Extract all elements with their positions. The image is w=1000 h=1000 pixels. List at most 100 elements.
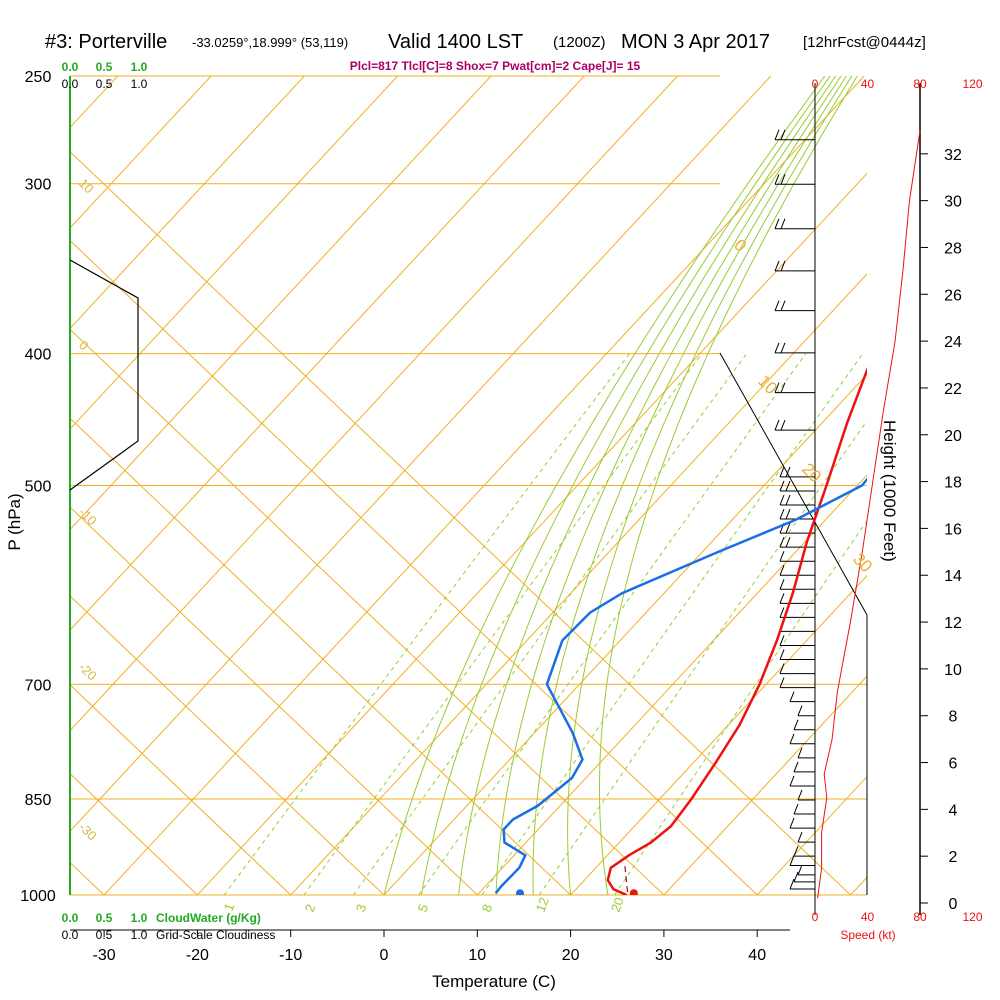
wind-barb-flag xyxy=(779,551,785,562)
temperature-tick-label: 0 xyxy=(380,947,389,964)
wind-barb-flag xyxy=(774,174,780,185)
cloudiness-tick-bottom: 1.0 xyxy=(131,928,148,942)
temperature-axis-title: Temperature (C) xyxy=(432,972,556,991)
cloudiness-tick-top: 0.0 xyxy=(62,77,79,91)
height-tick-label: 6 xyxy=(949,756,958,773)
wind-speed-profile xyxy=(817,130,921,899)
isotherm-line xyxy=(570,574,867,895)
wind-barb-flag xyxy=(793,803,799,815)
isotherm-line xyxy=(850,876,867,895)
wind-barb-flag xyxy=(793,761,799,773)
pressure-tick-label: 500 xyxy=(25,479,52,496)
mixing-ratio-label: 2 xyxy=(302,902,319,914)
adiabat-line xyxy=(70,506,478,895)
height-tick-label: 32 xyxy=(944,147,962,164)
cloudwater-tick-bottom: 0.5 xyxy=(96,911,113,925)
isotherm-label: 10 xyxy=(76,176,97,197)
temperature-tick-label: -10 xyxy=(279,947,302,964)
temperature-tick-label: -20 xyxy=(186,947,209,964)
cloudiness-tick-top: 0.5 xyxy=(96,77,113,91)
wind-barb-flag xyxy=(793,845,799,857)
height-tick-label: 24 xyxy=(944,334,962,351)
mixing-ratio-line xyxy=(303,353,703,895)
pressure-tick-label: 300 xyxy=(25,177,52,194)
speed-tick-label-top: 0 xyxy=(812,77,819,91)
cloudiness-tick-top: 1.0 xyxy=(131,77,148,91)
height-tick-label: 0 xyxy=(949,896,958,913)
mixing-ratio-label: 12 xyxy=(533,895,552,914)
cloudiness-tick-bottom: 0.5 xyxy=(96,928,113,942)
moist-adiabat-line xyxy=(567,76,853,895)
wind-barb-flag xyxy=(780,382,786,393)
moist-adiabat-line xyxy=(599,76,858,895)
wind-barb-flag xyxy=(779,649,785,660)
wind-speed-line xyxy=(817,130,921,899)
pressure-tick-label: 1000 xyxy=(20,888,56,905)
wind-barb-flag xyxy=(779,494,785,506)
cloudiness-line xyxy=(69,259,139,491)
mixing-ratio-line xyxy=(614,519,867,895)
isobar-lines xyxy=(70,75,867,896)
adiabat-line xyxy=(70,684,292,895)
wind-barb-flag xyxy=(780,342,786,354)
wind-barb-flag xyxy=(793,719,799,730)
wind-barb-flag xyxy=(780,129,786,140)
wind-barb-flag xyxy=(789,691,795,702)
surface-dewpoint-dot xyxy=(516,889,524,895)
wind-barb-flag xyxy=(779,565,785,576)
speed-tick-label-top: 80 xyxy=(913,77,927,91)
mixing-ratio-label: 1 xyxy=(221,901,238,913)
cloudiness-profile xyxy=(69,259,139,491)
cloudwater-tick-bottom: 0.0 xyxy=(62,911,79,925)
cloudwater-tick-top: 0.5 xyxy=(96,60,113,74)
temperature-tick-label: 10 xyxy=(468,947,486,964)
isotherm-label: -20 xyxy=(76,660,100,684)
wind-barb-flag xyxy=(780,300,786,311)
wind-barb-flag xyxy=(779,536,785,548)
mixing-ratio-line xyxy=(223,353,630,895)
wind-barb-flag xyxy=(779,607,785,618)
parcel-path-line xyxy=(624,864,629,893)
pressure-tick-label: 700 xyxy=(25,677,52,694)
wind-barb-flag xyxy=(779,677,785,688)
moist-adiabat-line xyxy=(420,76,831,895)
isotherm-label: -10 xyxy=(76,505,100,529)
station-title: #3: Porterville xyxy=(45,31,167,53)
pressure-tick-label: 400 xyxy=(25,347,52,364)
cloudwater-axis-title: CloudWater (g/Kg) xyxy=(156,911,261,925)
panel-boundary-line xyxy=(719,352,868,616)
adiabat-line xyxy=(0,76,11,895)
dewpoint-line xyxy=(494,477,867,894)
height-tick-label: 28 xyxy=(944,240,962,257)
isotherm-line xyxy=(70,76,305,330)
temperature-tick-label: 40 xyxy=(748,947,766,964)
wind-barb-flag xyxy=(789,817,795,829)
height-tick-label: 8 xyxy=(949,709,958,726)
height-tick-label: 12 xyxy=(944,615,962,632)
wind-barb-flag xyxy=(797,789,803,801)
isotherm-line xyxy=(70,76,212,229)
height-tick-label: 16 xyxy=(944,521,962,538)
wind-barb-flag xyxy=(780,419,786,431)
pressure-axis-title: P (hPa) xyxy=(5,493,24,550)
temperature-line xyxy=(606,366,867,895)
speed-tick-label-top: 120 xyxy=(962,77,982,91)
pressure-tick-label: 250 xyxy=(25,69,52,86)
wind-barb-flag xyxy=(779,480,785,492)
cloudwater-tick-top: 1.0 xyxy=(131,60,148,74)
speed-axis-title: Speed (kt) xyxy=(840,928,895,942)
surface-temperature-dot xyxy=(629,889,638,895)
adiabat-line xyxy=(70,595,385,895)
wind-barb-flag xyxy=(774,300,780,311)
wind-barb-flag xyxy=(779,593,785,604)
wind-barb-flag xyxy=(789,775,795,787)
isotherm-line xyxy=(663,675,867,895)
height-tick-label: 4 xyxy=(949,802,958,819)
wind-barb-flag xyxy=(774,419,780,431)
wind-barb-flag xyxy=(797,705,803,716)
cloudwater-tick-bottom: 1.0 xyxy=(131,911,148,925)
wind-barb-flag xyxy=(785,466,791,478)
wind-barb-flag xyxy=(785,494,791,506)
wind-barb-flag xyxy=(779,579,785,590)
